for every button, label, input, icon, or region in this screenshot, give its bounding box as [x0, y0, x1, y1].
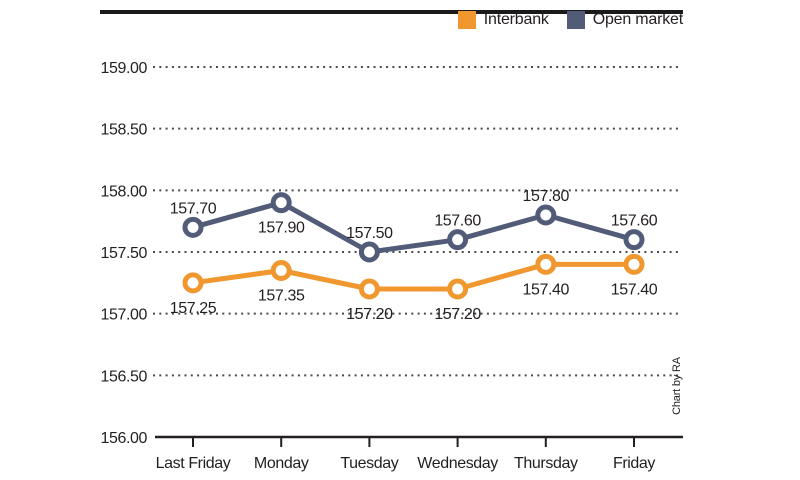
x-axis-label: Wednesday	[417, 455, 498, 472]
data-point-marker	[535, 253, 557, 275]
y-axis-label: 158.50	[100, 122, 147, 139]
series-line-interbank	[190, 261, 637, 292]
data-point-marker	[623, 229, 645, 251]
data-point-marker	[447, 278, 469, 300]
data-point-label: 157.70	[170, 200, 217, 217]
data-point-label: 157.20	[346, 306, 393, 323]
data-point-marker	[623, 253, 645, 275]
y-axis-label: 156.50	[100, 368, 147, 385]
data-point-marker	[535, 204, 557, 226]
open-market-swatch-icon	[566, 11, 585, 29]
y-axis-label: 157.00	[100, 307, 147, 324]
data-point-label: 157.90	[258, 220, 305, 237]
data-point-marker	[270, 192, 292, 214]
y-axis-label: 157.50	[100, 245, 147, 262]
data-point-label: 157.20	[434, 306, 481, 323]
legend-label-interbank: Interbank	[483, 11, 549, 28]
data-point-label: 157.60	[434, 213, 481, 230]
data-point-marker	[358, 278, 380, 300]
x-axis-label: Last Friday	[156, 455, 231, 472]
x-axis-label: Thursday	[514, 455, 578, 472]
data-point-marker	[182, 216, 204, 238]
legend-item-open-market: Open market	[566, 11, 683, 29]
data-point-label: 157.40	[523, 281, 570, 298]
data-point-label: 157.40	[611, 281, 658, 298]
data-point-label: 157.25	[170, 300, 217, 317]
x-axis-label: Monday	[254, 455, 309, 472]
data-point-marker	[182, 272, 204, 294]
legend-label-open-market: Open market	[592, 11, 683, 28]
interbank-swatch-icon	[457, 11, 476, 29]
y-axis-label: 158.00	[100, 183, 147, 200]
legend-item-interbank: Interbank	[457, 11, 549, 29]
data-point-marker	[270, 260, 292, 281]
y-axis-label: 159.00	[100, 60, 147, 77]
data-point-label: 157.35	[258, 288, 305, 305]
chart-credit: Chart by RA	[671, 357, 683, 415]
data-point-marker	[358, 241, 380, 263]
x-axis-label: Friday	[613, 455, 655, 472]
legend: Interbank Open market	[457, 11, 683, 29]
y-axis-label: 156.00	[100, 430, 147, 447]
data-point-label: 157.50	[346, 225, 393, 242]
data-point-label: 157.80	[523, 188, 570, 205]
series-line-open-market	[190, 200, 637, 255]
x-axis-label: Tuesday	[340, 455, 398, 472]
data-point-label: 157.60	[611, 213, 658, 230]
data-point-marker	[447, 229, 469, 251]
top-rule	[100, 10, 683, 14]
